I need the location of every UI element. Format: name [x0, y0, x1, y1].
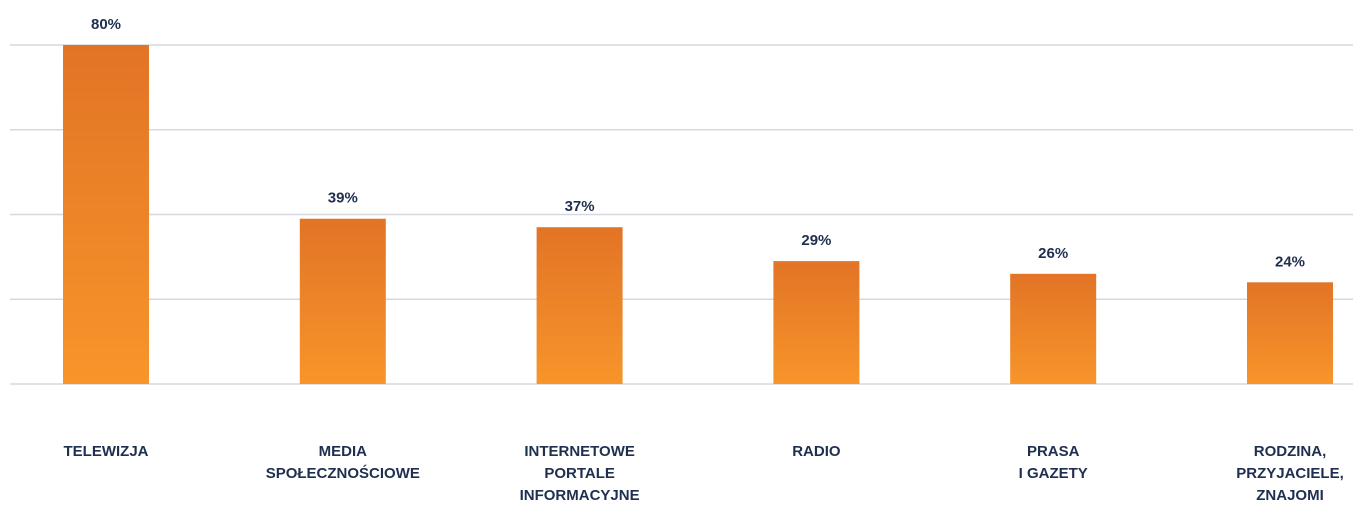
category-label: TELEWIZJA [64, 443, 149, 460]
bar [299, 218, 386, 384]
category-label-line: PRASA [1027, 443, 1080, 460]
category-labels: TELEWIZJA MEDIA SPOŁECZNOŚCIOWE INTERNETOWE… [64, 443, 1344, 504]
bar [536, 227, 623, 384]
data-label: 80% [91, 16, 121, 33]
data-label: 39% [328, 190, 358, 207]
value-labels: 80% 39% 37% 29% 26% 24% [91, 16, 1305, 270]
bar [1247, 282, 1333, 384]
category-label-line: PRZYJACIELE, [1236, 465, 1344, 482]
data-label: 37% [565, 198, 595, 215]
category-label-line: RODZINA, [1254, 443, 1327, 460]
data-label: 26% [1038, 245, 1068, 262]
category-label: MEDIA SPOŁECZNOŚCIOWE [266, 443, 420, 482]
category-label-line: SPOŁECZNOŚCIOWE [266, 464, 420, 482]
bar [773, 261, 860, 384]
gridlines [10, 44, 1353, 385]
category-label: INTERNETOWE PORTALE INFORMACYJNE [520, 443, 640, 504]
category-label: PRASA I GAZETY [1019, 443, 1088, 482]
category-label-line: INTERNETOWE [524, 443, 635, 460]
category-label-line: INFORMACYJNE [520, 487, 640, 504]
category-label-line: MEDIA [319, 443, 368, 460]
category-label-line: RADIO [792, 443, 841, 460]
category-label-line: I GAZETY [1019, 465, 1088, 482]
category-label-line: TELEWIZJA [64, 443, 149, 460]
data-label: 29% [801, 232, 831, 249]
data-label: 24% [1275, 253, 1305, 270]
bar [1010, 273, 1097, 384]
category-label: RADIO [792, 443, 841, 460]
category-label-line: PORTALE [544, 465, 615, 482]
category-label: RODZINA, PRZYJACIELE, ZNAJOMI [1236, 443, 1344, 504]
bars [63, 45, 1333, 384]
category-label-line: ZNAJOMI [1256, 487, 1324, 504]
bar [63, 45, 149, 384]
